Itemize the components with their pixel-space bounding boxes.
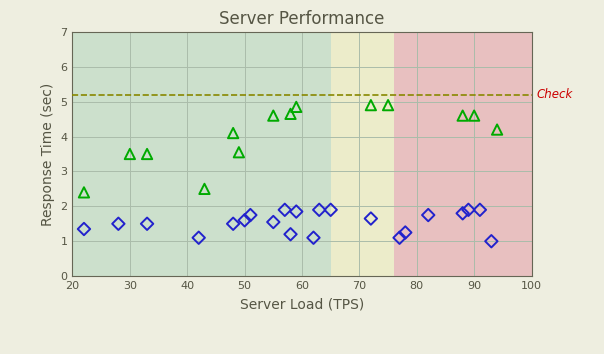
Server 2: [458, 211, 467, 216]
Server 2: [143, 221, 152, 227]
Text: Check: Check: [536, 88, 573, 101]
Server 2: [228, 221, 238, 227]
Server 1: [234, 149, 244, 155]
Server 1: [291, 104, 301, 110]
Server 2: [79, 226, 89, 232]
Server 1: [458, 113, 467, 119]
Bar: [331, 32, 394, 276]
Y-axis label: Response Time (sec): Response Time (sec): [41, 82, 55, 225]
Server 2: [245, 212, 255, 218]
Server 2: [487, 238, 496, 244]
Server 2: [286, 232, 295, 237]
Server 1: [286, 111, 295, 117]
Server 2: [314, 207, 324, 213]
Server 1: [79, 189, 89, 195]
Server 2: [475, 207, 484, 213]
Server 1: [268, 113, 278, 119]
Server 1: [469, 113, 479, 119]
Server 2: [395, 235, 405, 241]
Server 1: [125, 151, 135, 157]
X-axis label: Server Load (TPS): Server Load (TPS): [240, 298, 364, 312]
Server 1: [199, 186, 210, 192]
Server 2: [464, 207, 474, 213]
Server 1: [228, 130, 238, 136]
Server 2: [423, 212, 433, 218]
Server 2: [280, 207, 290, 213]
Server 1: [383, 102, 393, 108]
Server 2: [309, 235, 318, 241]
Server 1: [366, 102, 376, 108]
Server 1: [143, 151, 152, 157]
Server 2: [291, 209, 301, 215]
Server 2: [366, 216, 376, 221]
Server 2: [114, 221, 123, 227]
Server 2: [240, 217, 249, 223]
Bar: [72, 32, 331, 276]
Server 2: [194, 235, 204, 241]
Server 2: [268, 219, 278, 225]
Server 1: [492, 127, 502, 132]
Server 2: [326, 207, 336, 213]
Title: Server Performance: Server Performance: [219, 10, 385, 28]
Server 2: [400, 230, 410, 235]
Bar: [394, 32, 532, 276]
